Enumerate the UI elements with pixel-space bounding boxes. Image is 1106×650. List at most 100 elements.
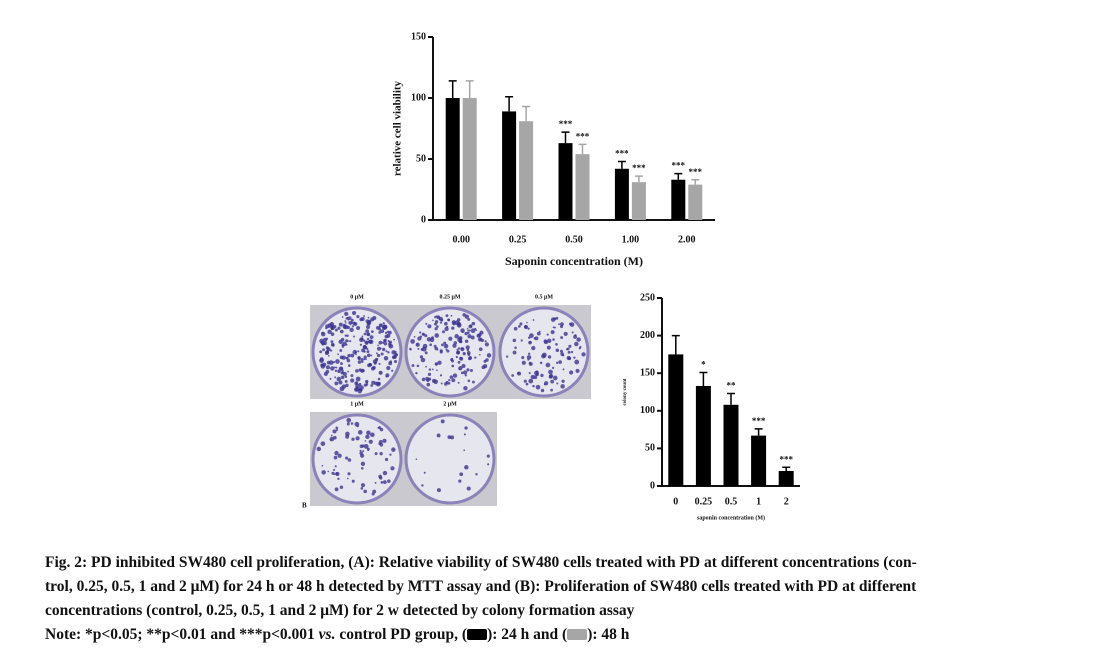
colony [574,359,580,365]
colony [484,342,490,347]
colony [340,375,345,380]
colony [447,435,452,440]
colony [329,439,332,441]
colony [569,370,574,375]
colony [366,430,371,435]
colony [571,331,574,334]
colony [360,483,366,488]
colony [555,343,558,346]
colony [463,449,466,452]
colony [361,335,364,338]
colony [368,339,373,344]
colony [552,375,558,381]
y-axis-label: relative cell viability [392,80,404,176]
significance-label: *** [689,167,703,177]
caption-line: concentrations (control, 0.25, 0.5, 1 an… [45,602,635,619]
colony [370,384,374,387]
bar [688,184,703,220]
colony [326,360,331,365]
colony [319,338,324,344]
colony [462,351,466,356]
colony [357,430,363,435]
colony [560,325,564,329]
colony [539,361,543,365]
colony [457,381,460,384]
colony [416,343,419,345]
colony [335,426,339,430]
colony [420,357,426,363]
colony [380,329,385,334]
colony [382,438,387,443]
colony [378,331,382,334]
colony [534,336,539,341]
colony [450,435,455,440]
colony [340,366,344,370]
colony [337,453,342,458]
colony [364,440,367,442]
colony [417,347,420,350]
colony [550,388,553,392]
colony [566,347,570,351]
colony [369,363,373,367]
error-bar [634,175,643,183]
error-bar [578,143,587,155]
colony [567,350,571,354]
colony [528,336,531,339]
colony [323,371,328,377]
x-tick-label: 2.00 [678,234,696,245]
colony [361,369,365,373]
colony [350,378,355,383]
significance-label: *** [576,131,590,141]
colony [346,358,351,363]
colony [521,360,526,365]
colony [375,381,381,387]
error-bar [561,131,570,144]
colony [462,313,466,317]
colony [366,350,370,354]
colony [341,355,346,360]
colony [327,329,332,335]
colony [329,349,333,352]
colony [325,346,329,350]
colony [360,461,366,466]
error-bar [699,371,708,386]
error-bar [691,178,700,185]
colony [469,324,473,327]
colony [366,332,371,337]
colony [382,322,385,325]
colony [558,360,562,364]
colony [442,330,446,334]
colony [553,326,556,329]
colony [429,337,435,343]
colony [386,333,391,338]
colony [555,348,560,353]
colony [370,432,375,438]
significance-label: *** [752,416,766,426]
colony [385,373,390,378]
colony [356,314,360,319]
colony [366,447,370,451]
colony [467,317,471,321]
dish [404,413,496,505]
colony [337,326,341,330]
colony [424,351,428,355]
colony [365,383,369,386]
colony [335,472,339,476]
colony [558,323,561,326]
colony [415,371,418,375]
x-tick-label: 0.5 [725,496,738,507]
colony [467,352,471,356]
colony [375,352,378,355]
colony [444,382,448,386]
colony [526,321,528,324]
colony [475,473,478,476]
colony [330,366,335,371]
colony [327,355,330,357]
colony [394,352,398,357]
colony [545,362,551,368]
colony [376,358,379,360]
colony [528,378,534,384]
colony [351,325,355,328]
colony [356,325,361,330]
colony [320,441,326,446]
